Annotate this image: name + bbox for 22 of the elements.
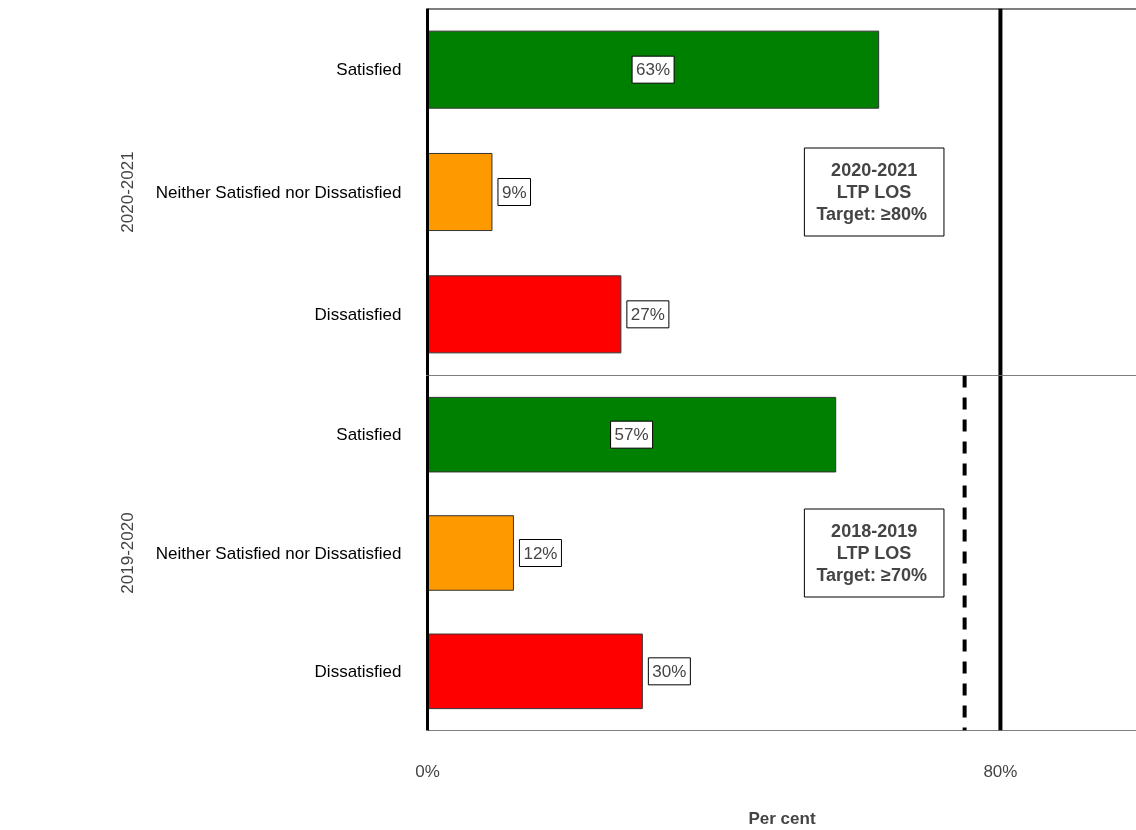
y-axis-title: 2020-2021 [117, 151, 137, 233]
data-label: 30% [652, 661, 687, 681]
x-axis-title: Per cent [748, 808, 816, 828]
x-tick-label: 80% [983, 761, 1018, 781]
y-axis-title: 2019-2020 [117, 512, 137, 594]
annotation: 2018-2019 LTP LOS Target: ≥70% [816, 521, 927, 585]
data-label: 63% [636, 60, 671, 80]
bar [427, 515, 514, 591]
data-label: 27% [630, 304, 665, 324]
bar [427, 633, 643, 710]
y-tick-label: Dissatisfied [314, 661, 402, 681]
y-tick-label: Satisfied [336, 425, 402, 445]
data-label: 9% [501, 182, 527, 202]
y-tick-label: Neither Satisfied nor Dissatisfied [155, 182, 402, 202]
x-tick-label: 0% [415, 761, 440, 781]
y-tick-label: Dissatisfied [314, 304, 402, 324]
y-tick-label: Neither Satisfied nor Dissatisfied [155, 543, 402, 563]
data-label: 12% [523, 543, 558, 563]
y-tick-label: Satisfied [336, 60, 402, 80]
annotation: 2020-2021 LTP LOS Target: ≥80% [816, 160, 927, 224]
data-label: 57% [614, 425, 649, 445]
bar [427, 396, 837, 473]
